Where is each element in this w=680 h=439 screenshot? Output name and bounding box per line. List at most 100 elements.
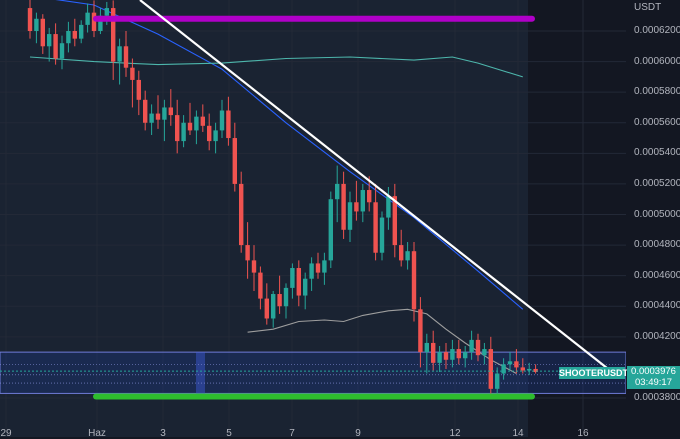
candle-body-up	[271, 294, 276, 319]
candle-body-up	[347, 202, 353, 230]
candle-body-up	[34, 18, 39, 31]
date-tick-label: 5	[226, 428, 232, 439]
candle-body-up	[469, 339, 474, 353]
last-price-value: 0.0003976	[631, 366, 676, 377]
currency-label: USDT	[634, 2, 662, 13]
price-tick-label: 0.0004600	[634, 269, 680, 281]
candle-body-down	[155, 113, 161, 120]
candle-body-down	[72, 31, 77, 39]
last-price-badge: 0.0003976 03:49:17	[627, 366, 680, 389]
candle-body-down	[53, 34, 58, 59]
price-tick-label: 0.0004800	[634, 239, 680, 251]
candle-countdown: 03:49:17	[635, 377, 672, 388]
candle-body-up	[290, 268, 295, 288]
candle-body-down	[488, 349, 493, 389]
price-tick-label: 0.0005600	[634, 116, 680, 128]
date-tick-label: 16	[577, 428, 589, 439]
candle-body-up	[501, 364, 506, 374]
price-tick-label: 0.0005400	[634, 147, 680, 159]
candle-body-down	[411, 251, 417, 310]
candle-body-down	[232, 138, 237, 184]
candle-body-down	[431, 342, 436, 363]
candle-body-up	[219, 110, 225, 131]
price-axis[interactable]	[626, 0, 680, 430]
candle-body-down	[520, 367, 525, 371]
candle-body-down	[226, 110, 231, 139]
candle-body-down	[143, 99, 148, 123]
horizontal-levels[interactable]	[93, 15, 535, 400]
candle-body-down	[187, 122, 193, 131]
trendline[interactable]	[139, 0, 613, 373]
range-zone-highlight	[196, 352, 205, 394]
candle-body-down	[91, 12, 97, 31]
candle-body-down	[367, 190, 372, 203]
candle-body-up	[322, 260, 327, 273]
candle-body-down	[315, 263, 321, 273]
date-tick-label: 12	[449, 428, 461, 439]
candle-body-up	[379, 217, 385, 253]
candle-body-down	[443, 352, 449, 360]
candle-body-down	[264, 298, 269, 319]
candle-body-up	[85, 12, 90, 25]
date-tick-label: 14	[512, 428, 524, 439]
candle-body-up	[47, 34, 52, 47]
price-tick-label: 0.0005800	[634, 86, 680, 98]
candle-body-up	[335, 183, 340, 200]
candle-body-up	[79, 24, 84, 39]
candle-body-up	[507, 361, 513, 365]
candle-body-down	[399, 245, 404, 261]
candle-body-down	[245, 245, 250, 261]
candle-body-up	[194, 116, 199, 131]
date-tick-label: 29	[0, 428, 12, 439]
candle-body-up	[527, 368, 532, 371]
candle-body-up	[66, 31, 71, 44]
candle-body-down	[475, 339, 481, 356]
range-zone	[0, 351, 627, 394]
candle-body-up	[424, 342, 429, 353]
candle-body-up	[463, 352, 468, 359]
candle-body-down	[123, 46, 129, 68]
candle-body-up	[328, 199, 333, 261]
candle-body-down	[341, 183, 346, 230]
candle-body-down	[136, 79, 141, 100]
date-tick-label: 7	[289, 428, 295, 439]
candle-body-up	[162, 107, 167, 120]
candle-body-down	[418, 309, 423, 353]
candle-body-down	[111, 8, 116, 62]
candle-body-down	[258, 272, 263, 299]
candle-body-down	[239, 183, 244, 246]
date-tick-label: 9	[355, 428, 361, 439]
candle-body-down	[130, 67, 135, 80]
symbol-badge: SHOOTERUSDT	[559, 367, 629, 379]
candle-body-up	[213, 130, 218, 142]
price-tick-label: 0.0005000	[634, 208, 680, 220]
candle-body-up	[149, 113, 154, 123]
candle-body-up	[450, 349, 455, 360]
date-tick-label: Haz	[88, 428, 106, 439]
candle-body-up	[104, 8, 109, 16]
candle-body-up	[386, 196, 391, 218]
price-tick-label: 0.0005200	[634, 177, 680, 189]
candle-body-down	[251, 260, 257, 273]
candle-body-down	[200, 116, 205, 126]
range-zone-box	[0, 351, 627, 394]
candle-body-down	[354, 202, 359, 212]
candle-body-down	[456, 349, 461, 359]
price-tick-label: 0.0006000	[634, 55, 680, 67]
candle-body-down	[514, 361, 519, 368]
candle-body-up	[482, 349, 487, 356]
candle-body-down	[533, 368, 538, 373]
candle-body-up	[309, 263, 314, 279]
candle-body-up	[360, 190, 365, 212]
candle-body-up	[181, 122, 186, 142]
candle-body-down	[392, 196, 397, 246]
candlesticks	[27, 0, 538, 398]
candle-body-down	[207, 125, 212, 142]
price-tick-label: 0.0006200	[634, 25, 680, 36]
candle-body-down	[277, 294, 282, 307]
candle-body-up	[405, 251, 410, 261]
date-tick-label: 3	[160, 428, 166, 439]
candle-body-up	[437, 352, 442, 363]
candle-body-up	[98, 15, 103, 31]
